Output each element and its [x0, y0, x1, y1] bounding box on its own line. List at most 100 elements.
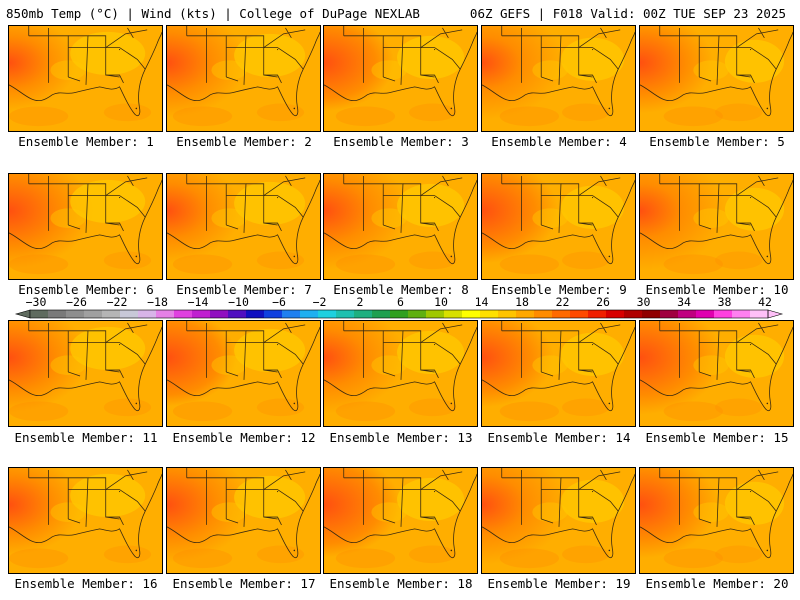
member-caption: Ensemble Member: 12: [172, 430, 316, 445]
colorbar-swatch: [300, 310, 319, 318]
member-caption: Ensemble Member: 17: [172, 576, 316, 591]
ensemble-panel: [166, 467, 321, 574]
ensemble-panel: [323, 173, 478, 280]
ensemble-panel: [166, 173, 321, 280]
colorbar-tick-label: 6: [397, 296, 404, 309]
ensemble-panel: [323, 25, 478, 132]
colorbar-swatch: [174, 310, 193, 318]
colorbar-swatch: [318, 310, 337, 318]
colorbar-swatch: [552, 310, 571, 318]
colorbar-swatch: [372, 310, 391, 318]
temperature-map: [482, 174, 635, 279]
temperature-map: [324, 174, 477, 279]
member-caption: Ensemble Member: 4: [491, 134, 627, 149]
colorbar-swatch: [336, 310, 355, 318]
colorbar-swatch: [156, 310, 175, 318]
colorbar-swatch: [642, 310, 661, 318]
member-caption: Ensemble Member: 14: [487, 430, 631, 445]
colorbar-swatch: [624, 310, 643, 318]
colorbar-right-arrow: [767, 309, 784, 319]
colorbar-tick-label: −2: [313, 296, 327, 309]
colorbar-swatch: [426, 310, 445, 318]
colorbar-tick-label: 30: [637, 296, 651, 309]
colorbar-swatch: [120, 310, 139, 318]
ensemble-panel: [481, 467, 636, 574]
ensemble-panel: [323, 320, 478, 427]
temperature-map: [640, 26, 793, 131]
member-caption: Ensemble Member: 16: [14, 576, 158, 591]
colorbar-tick-label: −26: [66, 296, 87, 309]
colorbar-swatch: [750, 310, 769, 318]
colorbar-scale: −30 −26 −22 −18 −14 −10 −6 −2 2 6 10 14 18 22 26 30 34 38…: [14, 296, 784, 319]
ensemble-panel: [166, 320, 321, 427]
ensemble-panel: [481, 320, 636, 427]
colorbar-swatch: [192, 310, 211, 318]
colorbar-swatch: [30, 310, 49, 318]
colorbar-left-arrow: [14, 309, 31, 319]
colorbar-tick-label: 26: [596, 296, 610, 309]
temperature-map: [324, 468, 477, 573]
ensemble-panel: [8, 320, 163, 427]
colorbar-tick-label: −18: [147, 296, 168, 309]
colorbar-tick-label: −22: [107, 296, 128, 309]
member-caption: Ensemble Member: 9: [491, 282, 627, 297]
ensemble-panel: [323, 467, 478, 574]
colorbar-swatch: [480, 310, 499, 318]
temperature-map: [640, 468, 793, 573]
colorbar-tick-label: 22: [556, 296, 570, 309]
colorbar-swatch: [354, 310, 373, 318]
ensemble-panel: [166, 25, 321, 132]
member-caption: Ensemble Member: 1: [18, 134, 154, 149]
colorbar-swatch: [462, 310, 481, 318]
colorbar-swatch: [282, 310, 301, 318]
colorbar-tick-label: −14: [188, 296, 209, 309]
colorbar-swatch: [408, 310, 427, 318]
colorbar-swatch: [498, 310, 517, 318]
temperature-map: [324, 321, 477, 426]
colorbar-swatch: [246, 310, 265, 318]
colorbar-swatch: [714, 310, 733, 318]
temperature-map: [640, 321, 793, 426]
colorbar-swatch: [588, 310, 607, 318]
colorbar-swatch: [84, 310, 103, 318]
colorbar-swatch: [228, 310, 247, 318]
member-caption: Ensemble Member: 13: [329, 430, 473, 445]
colorbar-swatch: [138, 310, 157, 318]
ensemble-panel: [8, 25, 163, 132]
ensemble-panel: [8, 467, 163, 574]
colorbar-swatch: [210, 310, 229, 318]
member-caption: Ensemble Member: 15: [645, 430, 789, 445]
member-caption: Ensemble Member: 10: [645, 282, 789, 297]
colorbar-tick-label: −10: [228, 296, 249, 309]
colorbar-tick-label: −30: [26, 296, 47, 309]
colorbar-swatch: [444, 310, 463, 318]
member-caption: Ensemble Member: 20: [645, 576, 789, 591]
temperature-map: [640, 174, 793, 279]
member-caption: Ensemble Member: 6: [18, 282, 154, 297]
colorbar-tick-label: 38: [718, 296, 732, 309]
temperature-map: [167, 321, 320, 426]
colorbar-swatch: [732, 310, 751, 318]
colorbar-swatch: [534, 310, 553, 318]
temperature-map: [9, 26, 162, 131]
model-valid-time: 06Z GEFS | F018 Valid: 00Z TUE SEP 23 20…: [469, 6, 786, 21]
member-caption: Ensemble Member: 7: [176, 282, 312, 297]
temperature-map: [482, 26, 635, 131]
member-caption: Ensemble Member: 3: [333, 134, 469, 149]
member-caption: Ensemble Member: 2: [176, 134, 312, 149]
colorbar-swatch: [102, 310, 121, 318]
temperature-map: [482, 321, 635, 426]
temperature-map: [167, 468, 320, 573]
temperature-map: [167, 174, 320, 279]
colorbar-tick-label: 2: [357, 296, 364, 309]
temperature-map: [167, 26, 320, 131]
temperature-map: [9, 468, 162, 573]
colorbar-swatch: [264, 310, 283, 318]
colorbar-tick-label: 10: [434, 296, 448, 309]
temperature-map: [482, 468, 635, 573]
ensemble-panel: [639, 467, 794, 574]
colorbar-swatch: [48, 310, 67, 318]
member-caption: Ensemble Member: 18: [329, 576, 473, 591]
ensemble-panel: [639, 173, 794, 280]
member-caption: Ensemble Member: 8: [333, 282, 469, 297]
